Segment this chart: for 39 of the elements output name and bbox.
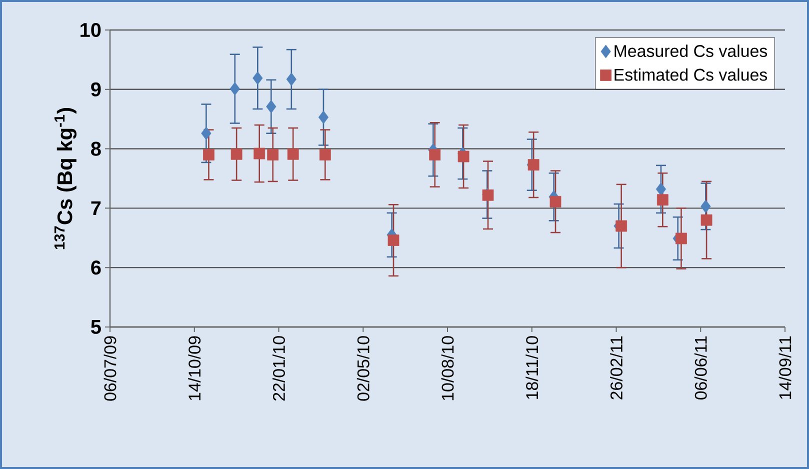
x-tick-label: 02/05/10 xyxy=(356,336,370,401)
y-tick-label: 10 xyxy=(80,22,101,38)
x-tick-label: 10/08/10 xyxy=(441,336,454,400)
x-tick-label: 26/02/11 xyxy=(610,336,622,400)
point xyxy=(267,149,279,160)
x-tick-label: 06/06/11 xyxy=(694,336,707,400)
y-tick-label: 8 xyxy=(91,142,101,156)
y-tick-label: 5 xyxy=(91,320,101,334)
point xyxy=(429,149,441,160)
point xyxy=(230,148,242,160)
point xyxy=(252,71,263,85)
point xyxy=(700,200,711,214)
x-tick-label: 18/11/10 xyxy=(526,336,538,399)
y-axis-title: $^{137}$Cs (Bq kg$^{-1}$) xyxy=(54,108,76,250)
point xyxy=(230,82,240,96)
x-tick-label: 22/01/10 xyxy=(272,336,285,401)
point xyxy=(203,149,214,160)
point xyxy=(286,72,296,86)
point xyxy=(656,194,668,206)
legend-label: Measured Cs values xyxy=(614,44,768,58)
y-tick-label: 7 xyxy=(91,201,101,216)
y-tick-label: 9 xyxy=(91,82,101,96)
point xyxy=(318,110,329,124)
point xyxy=(287,148,299,160)
point xyxy=(528,159,540,171)
point xyxy=(266,100,276,114)
point xyxy=(388,234,400,246)
point xyxy=(201,126,212,140)
point xyxy=(656,182,666,196)
point xyxy=(458,150,470,162)
point xyxy=(254,148,266,160)
y-tick-label: 6 xyxy=(91,260,101,275)
point xyxy=(319,149,331,160)
x-tick-label: 14/09/11 xyxy=(778,336,792,399)
x-tick-label: 14/10/09 xyxy=(188,336,201,400)
legend-label: Estimated Cs values xyxy=(614,68,768,81)
point xyxy=(700,214,712,226)
point xyxy=(550,196,562,208)
x-tick-label: 06/07/09 xyxy=(104,336,116,401)
